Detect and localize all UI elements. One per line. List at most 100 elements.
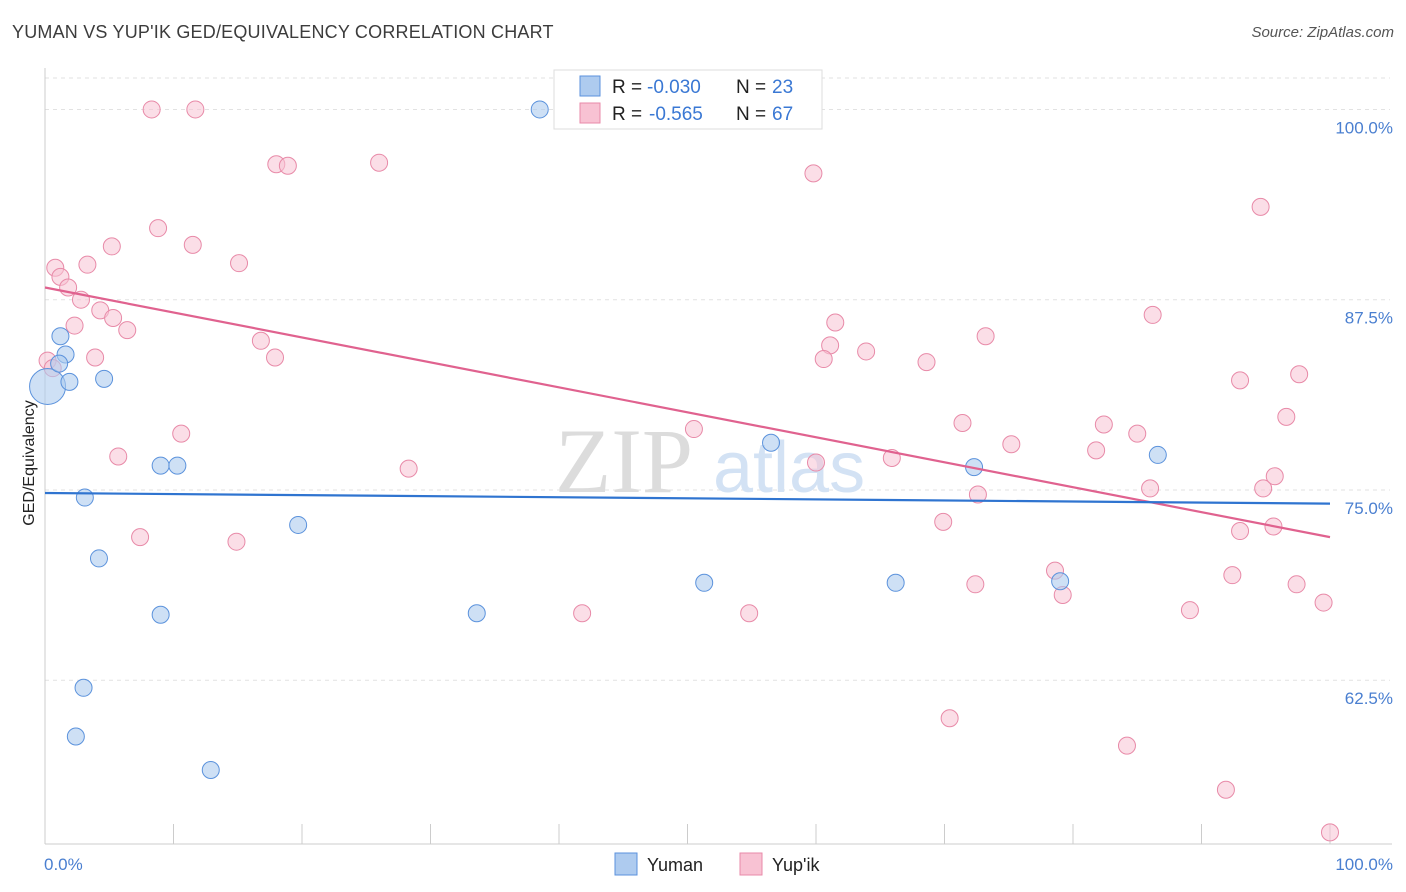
axes xyxy=(44,68,1392,845)
yupik-point-14 xyxy=(186,100,205,119)
yupik-point-50 xyxy=(1117,736,1136,755)
yupik-point-8 xyxy=(102,237,121,256)
yupik-point-38 xyxy=(917,353,936,372)
yupik-point-6 xyxy=(78,255,97,274)
yupik-point-13 xyxy=(142,100,161,119)
yupik-point-52 xyxy=(1141,479,1160,498)
yupik-point-18 xyxy=(278,156,297,175)
legend-swatch-yuman xyxy=(614,852,638,876)
yupik-point-30 xyxy=(740,604,759,623)
yuman-point-5 xyxy=(95,369,114,388)
yuman-point-21 xyxy=(1051,572,1070,591)
yupik-point-43 xyxy=(966,575,985,594)
yupik-point-54 xyxy=(1180,601,1199,620)
stats-n-label-yupik: N = xyxy=(736,104,766,125)
stats-r-label-yuman: R = xyxy=(612,77,642,98)
y-tick-label-0: 62.5% xyxy=(1345,689,1393,708)
yuman-point-13 xyxy=(201,760,220,779)
yupik-point-62 xyxy=(1265,467,1284,486)
yupik-point-4 xyxy=(65,316,84,335)
yupik-point-15 xyxy=(149,219,168,238)
yuman-point-4 xyxy=(50,354,69,373)
yupik-point-25 xyxy=(131,528,150,547)
yupik-point-48 xyxy=(1087,441,1106,460)
yupik-point-59 xyxy=(1254,479,1273,498)
yupik-point-28 xyxy=(573,604,592,623)
yuman-point-10 xyxy=(151,605,170,624)
yupik-point-60 xyxy=(1251,197,1270,216)
stats-swatch-yuman xyxy=(579,75,601,97)
yupik-point-39 xyxy=(934,512,953,531)
yuman-point-0 xyxy=(29,367,67,405)
yupik-point-31 xyxy=(807,453,825,472)
yuman-point-11 xyxy=(74,678,93,697)
legend-swatch-yupik xyxy=(739,852,763,876)
yupik-point-49 xyxy=(1094,415,1113,434)
yupik-point-42 xyxy=(976,327,995,346)
yupik-point-56 xyxy=(1223,566,1242,585)
yupik-point-35 xyxy=(826,313,845,332)
yupik-point-16 xyxy=(183,235,202,254)
yupik-point-44 xyxy=(968,485,987,504)
yupik-point-24 xyxy=(109,447,128,466)
yupik-point-36 xyxy=(857,342,876,361)
yupik-point-20 xyxy=(230,254,249,273)
yuman-point-9 xyxy=(168,456,187,475)
yupik-point-11 xyxy=(86,348,105,367)
yupik-point-23 xyxy=(172,424,191,443)
yupik-point-26 xyxy=(227,532,246,551)
yupik-point-65 xyxy=(1290,365,1309,384)
stats-n-value-yuman: 23 xyxy=(772,77,793,98)
stats-n-label-yuman: N = xyxy=(736,77,766,98)
yupik-trend-line xyxy=(44,286,1331,539)
yuman-point-15 xyxy=(467,604,486,623)
stats-r-label-yupik: R = xyxy=(612,104,642,125)
yupik-point-66 xyxy=(1314,593,1333,612)
yupik-point-40 xyxy=(940,709,959,728)
legend-label-yupik: Yup'ik xyxy=(772,855,820,875)
trend-lines xyxy=(44,286,1331,539)
stats-n-value-yupik: 67 xyxy=(772,104,793,125)
yuman-trend-line xyxy=(44,491,1331,505)
yupik-point-27 xyxy=(399,459,418,478)
yuman-point-22 xyxy=(1148,445,1167,464)
yupik-point-22 xyxy=(266,348,285,367)
yuman-point-12 xyxy=(66,727,85,746)
yuman-point-14 xyxy=(289,515,308,534)
x-tick-label-1: 100.0% xyxy=(1335,855,1393,874)
chart-source: Source: ZipAtlas.com xyxy=(1251,24,1394,41)
yupik-point-21 xyxy=(251,331,270,350)
yuman-point-1 xyxy=(51,327,70,346)
yuman-point-19 xyxy=(886,573,905,592)
yupik-point-53 xyxy=(1143,305,1162,324)
y-tick-label-2: 87.5% xyxy=(1345,309,1393,328)
watermark-zip: ZIP xyxy=(555,410,693,512)
legend: Yuman Yup'ik xyxy=(614,852,820,876)
stats-box: R = -0.030 N = 23 R = -0.565 N = 67 xyxy=(553,69,823,130)
gridlines xyxy=(45,77,1390,681)
chart-title: YUMAN VS YUP'IK GED/EQUIVALENCY CORRELAT… xyxy=(12,22,554,42)
yuman-point-8 xyxy=(151,456,170,475)
yupik-point-32 xyxy=(804,164,823,183)
yuman-point-16 xyxy=(530,100,549,119)
yupik-point-9 xyxy=(104,308,123,327)
yupik-point-57 xyxy=(1231,522,1250,541)
yupik-point-55 xyxy=(1216,780,1235,799)
yupik-point-41 xyxy=(953,413,972,432)
yupik-point-45 xyxy=(1002,435,1021,454)
yupik-point-58 xyxy=(1231,371,1250,390)
y-tick-label-1: 75.0% xyxy=(1345,499,1393,518)
yupik-point-64 xyxy=(1287,575,1306,594)
watermark-atlas: atlas xyxy=(713,428,865,508)
x-tick-label-0: 0.0% xyxy=(44,855,83,874)
yupik-point-19 xyxy=(370,153,389,172)
legend-label-yuman: Yuman xyxy=(647,855,703,875)
yuman-points xyxy=(29,100,1167,779)
y-axis-label: GED/Equivalency xyxy=(21,400,38,525)
yupik-point-10 xyxy=(118,321,137,340)
stats-swatch-yupik xyxy=(579,102,601,124)
stats-r-value-yupik: -0.565 xyxy=(649,104,703,125)
yupik-point-51 xyxy=(1128,424,1147,443)
yupik-point-29 xyxy=(684,420,703,439)
